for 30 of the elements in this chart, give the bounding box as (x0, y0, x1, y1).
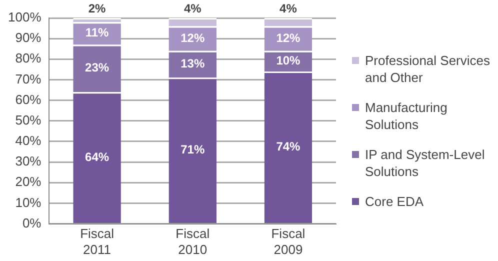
data-label: 23% (85, 60, 110, 75)
y-tick-label: 90% (15, 30, 42, 46)
y-tick-label: 0% (22, 215, 42, 230)
data-label: 4% (280, 1, 298, 16)
x-tick-label: Fiscal 2011 (80, 226, 114, 257)
data-label: 71% (180, 142, 205, 157)
legend-label: Manufacturing Solutions (365, 98, 448, 132)
data-label: 2% (88, 1, 106, 16)
data-label: 4% (184, 1, 202, 16)
y-tick-label: 10% (15, 194, 42, 210)
data-label: 11% (85, 26, 110, 40)
y-tick-label: 30% (15, 154, 42, 169)
y-tick-label: 50% (15, 112, 42, 128)
legend-label: Professional Services and Other (365, 52, 491, 86)
y-tick-label: 60% (15, 92, 42, 107)
y-tick-label: 40% (15, 133, 42, 148)
x-tick-label: Fiscal 2009 (271, 226, 306, 257)
data-label: 12% (276, 30, 301, 45)
y-tick-label: 80% (15, 50, 42, 66)
x-tick-label: Fiscal 2010 (176, 226, 210, 257)
legend-label: Core EDA (365, 192, 424, 210)
data-label: 12% (180, 30, 205, 45)
data-label: 74% (276, 140, 301, 154)
y-tick-label: 100% (8, 10, 42, 25)
legend-label: IP and System-Level Solutions (365, 146, 486, 180)
y-tick-label: 20% (15, 174, 42, 190)
data-label: 10% (276, 54, 301, 68)
data-label: 64% (85, 150, 110, 164)
data-label: 13% (180, 56, 205, 71)
y-tick-label: 70% (15, 71, 42, 86)
